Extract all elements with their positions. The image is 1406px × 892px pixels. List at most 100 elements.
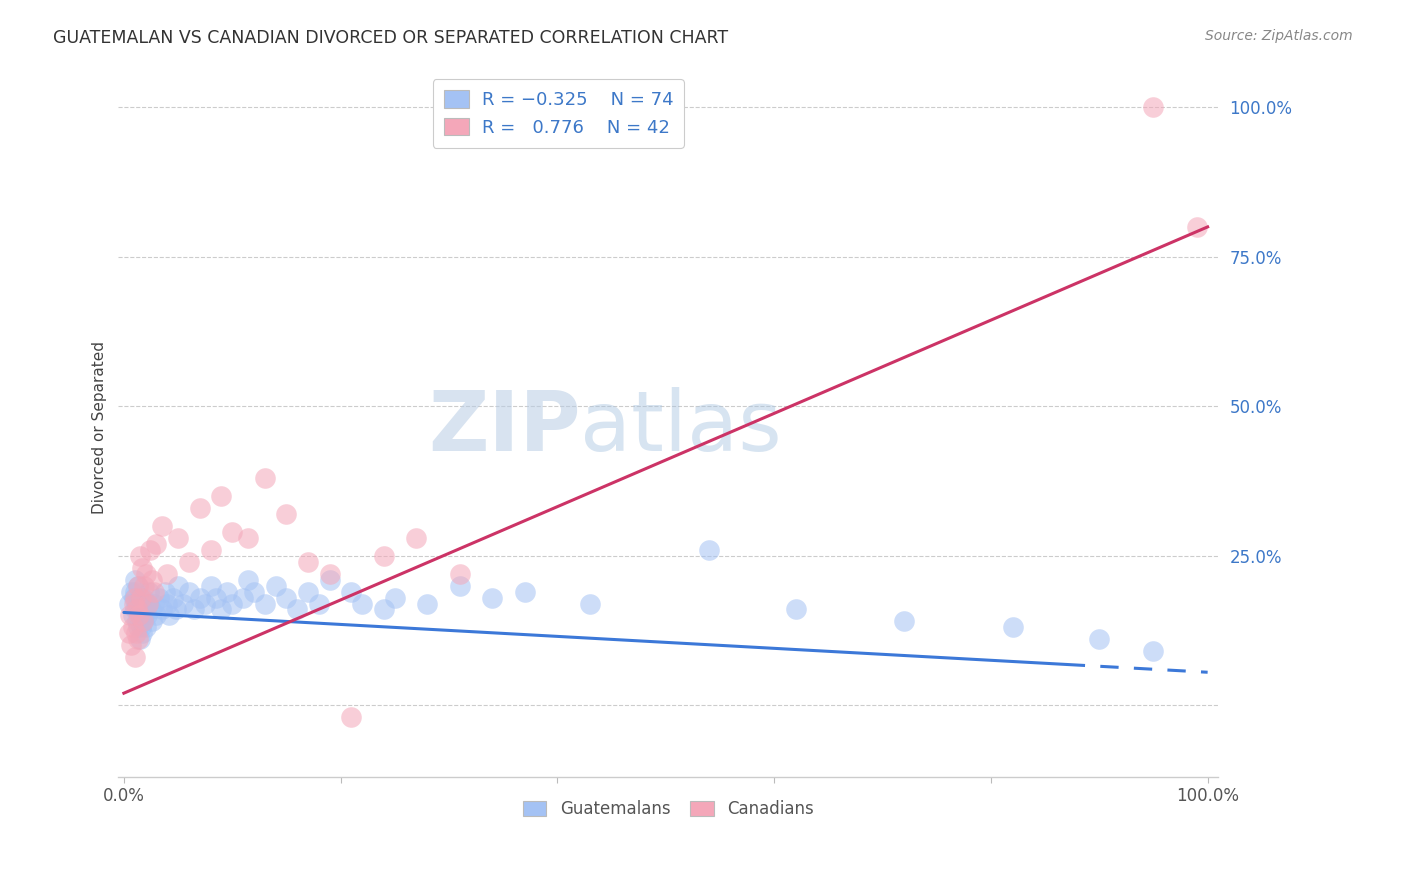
- Point: [135, 597, 157, 611]
- Point: [200, 542, 222, 557]
- Point: [209, 489, 232, 503]
- Point: [221, 597, 243, 611]
- Point: [122, 597, 145, 611]
- Point: [221, 524, 243, 539]
- Point: [373, 602, 395, 616]
- Y-axis label: Divorced or Separated: Divorced or Separated: [93, 341, 107, 514]
- Point: [319, 573, 342, 587]
- Point: [893, 615, 915, 629]
- Point: [134, 578, 156, 592]
- Point: [135, 566, 157, 581]
- Point: [124, 591, 146, 605]
- Point: [136, 597, 159, 611]
- Point: [122, 591, 145, 605]
- Text: ZIP: ZIP: [427, 386, 581, 467]
- Point: [340, 584, 363, 599]
- Point: [127, 578, 149, 592]
- Point: [188, 500, 211, 515]
- Point: [127, 632, 149, 647]
- Point: [124, 602, 146, 616]
- Point: [1185, 219, 1208, 234]
- Point: [125, 602, 148, 616]
- Point: [138, 584, 160, 599]
- Point: [145, 608, 167, 623]
- Point: [238, 531, 260, 545]
- Point: [276, 507, 298, 521]
- Point: [319, 566, 342, 581]
- Point: [148, 591, 170, 605]
- Point: [129, 632, 152, 647]
- Point: [188, 591, 211, 605]
- Point: [209, 602, 232, 616]
- Point: [205, 591, 228, 605]
- Point: [141, 615, 163, 629]
- Point: [167, 578, 190, 592]
- Point: [131, 602, 153, 616]
- Point: [127, 620, 149, 634]
- Point: [352, 597, 374, 611]
- Point: [785, 602, 807, 616]
- Point: [264, 578, 287, 592]
- Point: [135, 620, 157, 634]
- Point: [253, 597, 276, 611]
- Point: [449, 578, 471, 592]
- Point: [373, 549, 395, 563]
- Point: [232, 591, 254, 605]
- Point: [131, 626, 153, 640]
- Point: [1001, 620, 1024, 634]
- Point: [1142, 644, 1164, 658]
- Point: [162, 591, 184, 605]
- Point: [125, 626, 148, 640]
- Point: [129, 597, 152, 611]
- Point: [145, 537, 167, 551]
- Point: [297, 555, 319, 569]
- Point: [165, 602, 187, 616]
- Point: [156, 566, 179, 581]
- Point: [135, 608, 157, 623]
- Point: [513, 584, 536, 599]
- Point: [177, 555, 200, 569]
- Point: [340, 710, 363, 724]
- Text: GUATEMALAN VS CANADIAN DIVORCED OR SEPARATED CORRELATION CHART: GUATEMALAN VS CANADIAN DIVORCED OR SEPAR…: [53, 29, 728, 46]
- Point: [243, 584, 266, 599]
- Point: [297, 584, 319, 599]
- Point: [1088, 632, 1111, 647]
- Point: [143, 584, 166, 599]
- Point: [129, 591, 152, 605]
- Point: [416, 597, 439, 611]
- Point: [127, 578, 149, 592]
- Point: [125, 597, 148, 611]
- Point: [177, 584, 200, 599]
- Point: [124, 650, 146, 665]
- Point: [157, 608, 180, 623]
- Point: [405, 531, 427, 545]
- Point: [143, 597, 166, 611]
- Point: [132, 615, 155, 629]
- Point: [172, 597, 194, 611]
- Point: [129, 620, 152, 634]
- Point: [238, 573, 260, 587]
- Point: [167, 531, 190, 545]
- Point: [276, 591, 298, 605]
- Point: [150, 602, 173, 616]
- Point: [125, 615, 148, 629]
- Point: [481, 591, 503, 605]
- Point: [124, 573, 146, 587]
- Point: [308, 597, 330, 611]
- Point: [120, 638, 142, 652]
- Point: [253, 471, 276, 485]
- Point: [153, 584, 176, 599]
- Legend: Guatemalans, Canadians: Guatemalans, Canadians: [516, 793, 821, 824]
- Point: [118, 597, 141, 611]
- Point: [120, 584, 142, 599]
- Point: [124, 584, 146, 599]
- Point: [120, 608, 142, 623]
- Point: [183, 602, 205, 616]
- Point: [1142, 100, 1164, 114]
- Point: [194, 597, 217, 611]
- Point: [200, 578, 222, 592]
- Point: [134, 608, 156, 623]
- Point: [285, 602, 308, 616]
- Point: [579, 597, 602, 611]
- Point: [139, 602, 162, 616]
